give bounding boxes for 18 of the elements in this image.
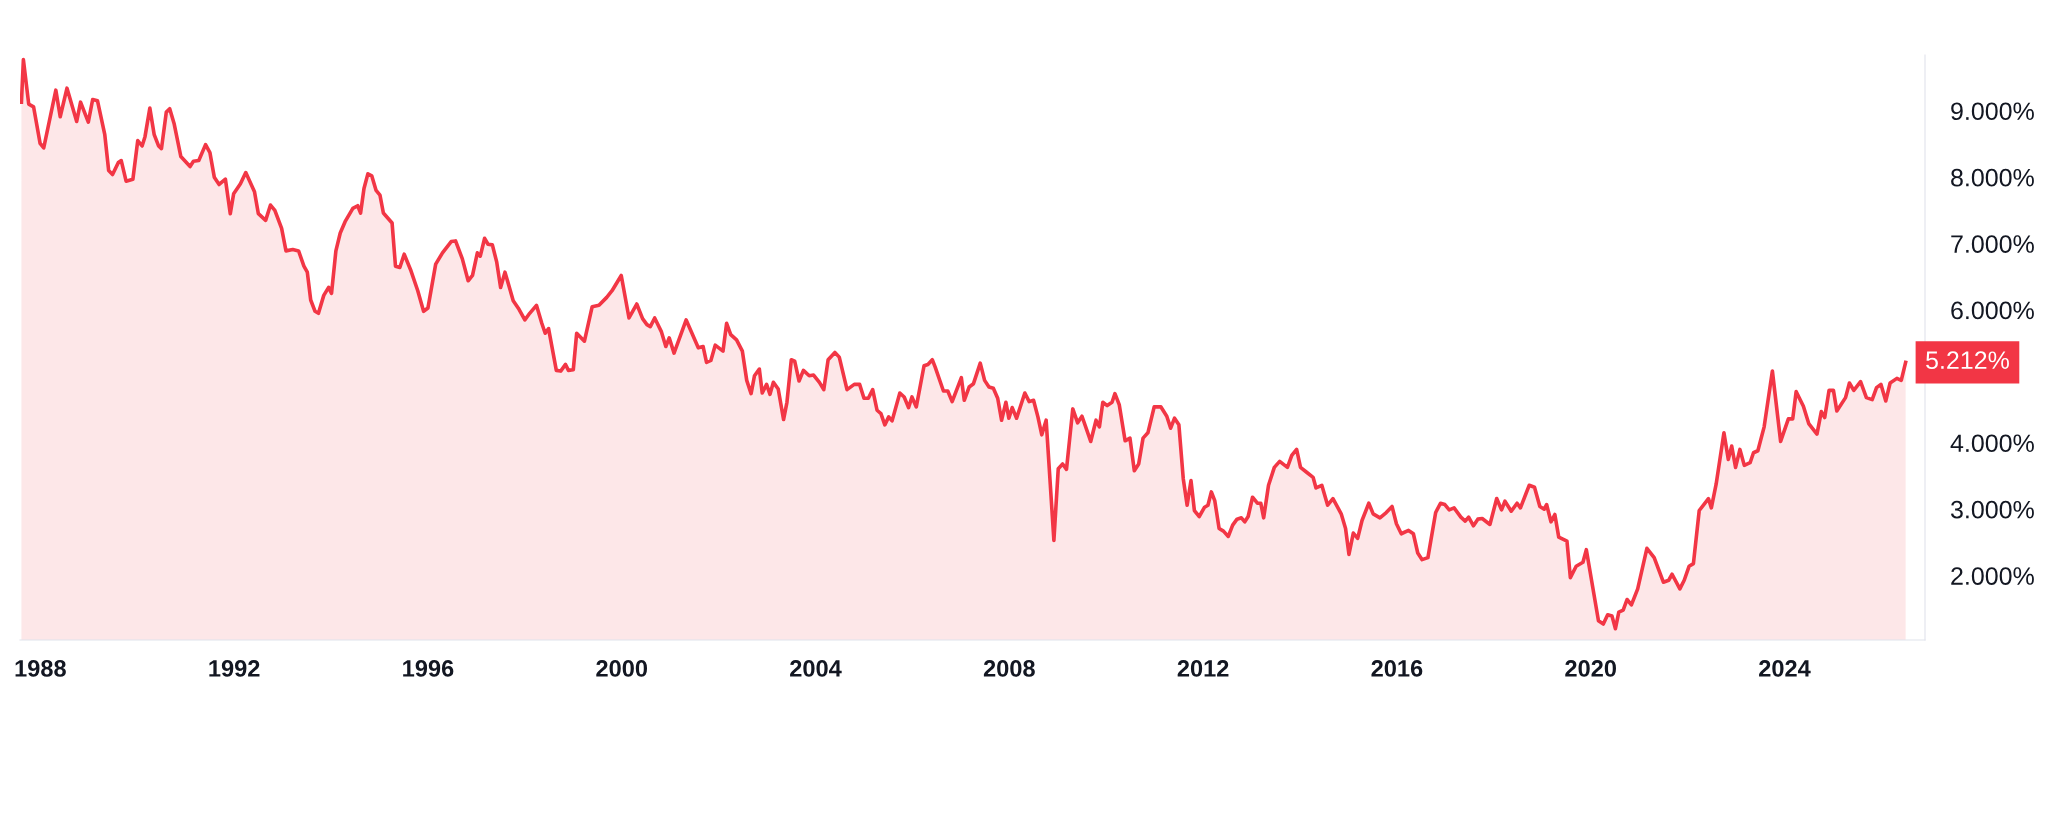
x-tick-label: 2016 — [1371, 660, 1423, 677]
x-tick-label: 2024 — [1759, 660, 1811, 677]
y-tick-label: 9.000% — [1951, 102, 2034, 121]
y-tick-label: 7.000% — [1951, 235, 2034, 253]
x-tick-label: 2008 — [983, 660, 1035, 677]
x-tick-label: 1988 — [15, 660, 66, 677]
y-tick-label: 2.000% — [1951, 567, 2034, 585]
y-tick-label: 4.000% — [1950, 434, 2034, 453]
y-tick-label: 3.000% — [1950, 500, 2034, 519]
x-tick-label: 2020 — [1565, 660, 1616, 677]
x-tick-label: 2012 — [1177, 660, 1229, 677]
y-tick-label: 6.000% — [1951, 301, 2034, 320]
x-tick-label: 1992 — [209, 660, 260, 677]
x-tick-label: 1996 — [403, 660, 454, 677]
x-tick-label: 2004 — [790, 660, 842, 677]
annotation: 5.212% — [1926, 351, 2009, 370]
x-tick-label: 2000 — [596, 660, 648, 677]
y-tick-label: 8.000% — [1951, 168, 2034, 187]
